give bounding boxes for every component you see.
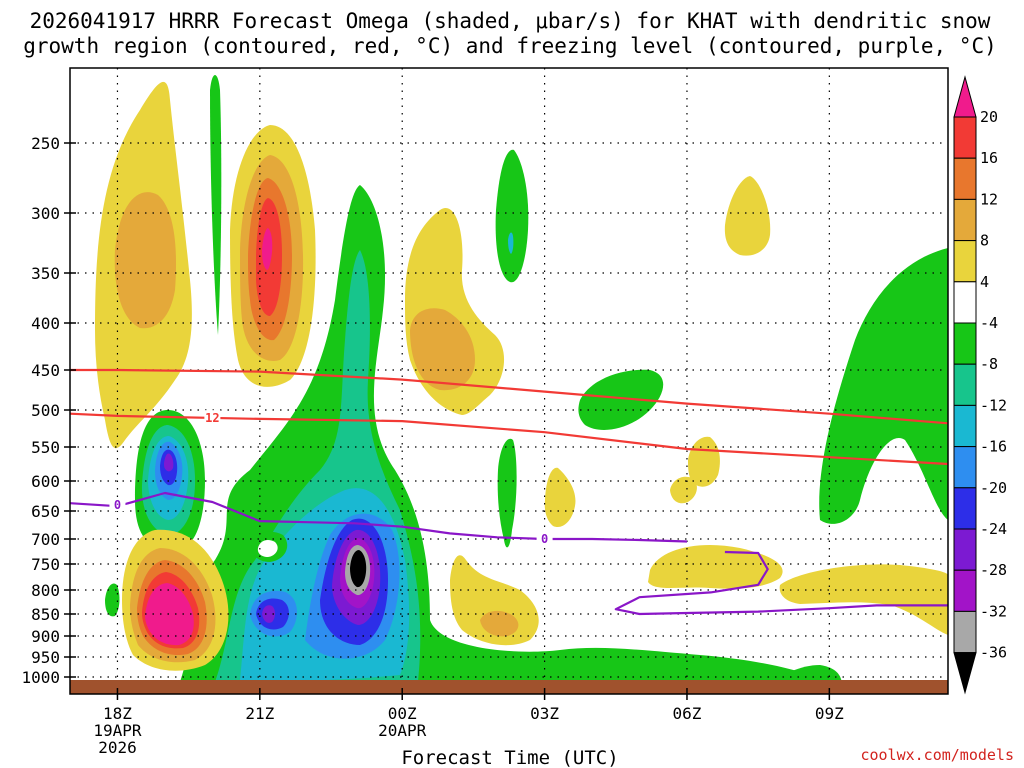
colorbar-bin: [953, 487, 977, 530]
colorbar-bin-max: [953, 75, 977, 118]
low-sinking-blob-inner: [262, 605, 275, 623]
contours: 12 0 0: [70, 368, 948, 616]
upward-region-05z: [648, 544, 783, 589]
y-tick-label: 700: [31, 530, 60, 549]
colorbar-label: 20: [980, 108, 998, 126]
colorbar-label: 8: [980, 232, 989, 250]
upward-region-09z-low: [779, 564, 948, 635]
cyan-patch-02z: [508, 232, 514, 254]
green-patch-05z: [578, 369, 664, 430]
terrain-strip: [70, 680, 948, 694]
colorbar-bin: [953, 281, 977, 324]
green-patch-18z-850: [105, 583, 120, 617]
y-tick-label: 850: [31, 605, 60, 624]
y-tick-label: 1000: [21, 668, 60, 687]
upward-max-18z-low: [145, 583, 194, 646]
upward-region-00z-aloft-orange: [410, 308, 475, 391]
colorbar-label: -24: [980, 520, 1007, 538]
x-tick-label: 09Z: [815, 704, 844, 723]
y-tick-label: 300: [31, 204, 60, 223]
x-axis-label: Forecast Time (UTC): [401, 747, 618, 768]
colorbar-bin: [953, 157, 977, 200]
upward-region-02z-small: [544, 467, 576, 528]
chart-title-line-2: growth region (contoured, red, °C) and f…: [23, 34, 997, 58]
x-tick-label: 18Z: [103, 704, 132, 723]
freezing-level-label-2: 0: [541, 532, 548, 546]
upward-max-21z-aloft: [262, 228, 273, 270]
colorbar-label: 16: [980, 149, 998, 167]
colorbar-bin: [953, 528, 977, 571]
y-tick-label: 900: [31, 627, 60, 646]
colorbar-label: -20: [980, 479, 1007, 497]
x-tick-label: 21Z: [245, 704, 274, 723]
y-axis: 250 300 350 400 450 500 550 600 650 700 750 800 850 9…: [21, 134, 76, 687]
freezing-level-label-1: 0: [114, 498, 121, 512]
colorbar-label: -28: [980, 561, 1007, 579]
plot-frame: [69, 67, 949, 695]
white-hole-21z-700: [257, 540, 278, 557]
colorbar-bin: [953, 198, 977, 242]
x-tick-date: 20APR: [378, 721, 427, 740]
colorbar-bin: [953, 116, 977, 159]
x-tick-label: 03Z: [530, 704, 559, 723]
dgz-contour-upper: [70, 368, 948, 425]
omega-shaded-field: [95, 75, 948, 694]
colorbar-label: 4: [980, 273, 989, 291]
x-tick-date: 19APR: [93, 721, 142, 740]
credit-link[interactable]: coolwx.com/models: [860, 746, 1014, 764]
freezing-level-contour: [70, 491, 688, 543]
green-region-east: [819, 248, 948, 524]
upward-region-18z-aloft-orange: [114, 192, 177, 329]
chart-title-line-1: 2026041917 HRRR Forecast Omega (shaded, …: [30, 9, 991, 33]
colorbar-bin-min: [953, 652, 977, 695]
colorbar-label: -32: [980, 602, 1007, 620]
freezing-level-label-2-bg: [536, 531, 553, 545]
y-tick-label: 500: [31, 401, 60, 420]
colorbar-label: -36: [980, 644, 1007, 662]
y-tick-label: 400: [31, 314, 60, 333]
green-strip-02z: [497, 438, 517, 548]
x-tick-label: 06Z: [673, 704, 702, 723]
colorbar-bin: [953, 363, 977, 406]
colorbar-label: -4: [980, 314, 998, 332]
colorbar-bin: [953, 610, 977, 654]
colorbar-bin: [953, 322, 977, 365]
colorbar-label: -8: [980, 355, 998, 373]
colorbar-label: 12: [980, 190, 998, 208]
y-tick-label: 550: [31, 438, 60, 457]
colorbar-bin: [953, 404, 977, 448]
y-tick-label: 650: [31, 502, 60, 521]
colorbar-label: -16: [980, 438, 1007, 456]
freezing-level-contour-lobe: [614, 550, 948, 616]
dgz-contour-lower: [70, 412, 948, 466]
dgz-contour-label: 12: [205, 411, 219, 425]
colorbar-bin: [953, 240, 977, 283]
x-tick-year: 2026: [98, 738, 137, 757]
y-tick-label: 600: [31, 472, 60, 491]
y-tick-label: 450: [31, 361, 60, 380]
green-streak-20z: [210, 75, 222, 335]
colorbar-label: -12: [980, 396, 1007, 414]
x-tick-label: 00Z: [388, 704, 417, 723]
upward-region-01z-low-orange: [480, 610, 519, 637]
colorbar-bin: [953, 446, 977, 489]
dgz-contour-label-bg: [204, 410, 221, 425]
sinking-column-18z-inner: [164, 453, 174, 472]
y-tick-label: 250: [31, 134, 60, 153]
upward-region-06z-high: [724, 176, 771, 256]
green-patch-02z: [495, 149, 529, 283]
sinking-core-black: [350, 550, 367, 588]
y-tick-label: 950: [31, 648, 60, 667]
colorbar: 20 16 12 8 4 -4 -8 -12 -16 -20 -24 -28 -32 -36: [953, 75, 1007, 695]
colorbar-bin: [953, 569, 977, 612]
y-tick-label: 750: [31, 555, 60, 574]
upward-region-04z-mid: [670, 476, 697, 504]
freezing-level-label-1-bg: [109, 497, 126, 511]
y-tick-label: 800: [31, 581, 60, 600]
y-tick-label: 350: [31, 264, 60, 283]
